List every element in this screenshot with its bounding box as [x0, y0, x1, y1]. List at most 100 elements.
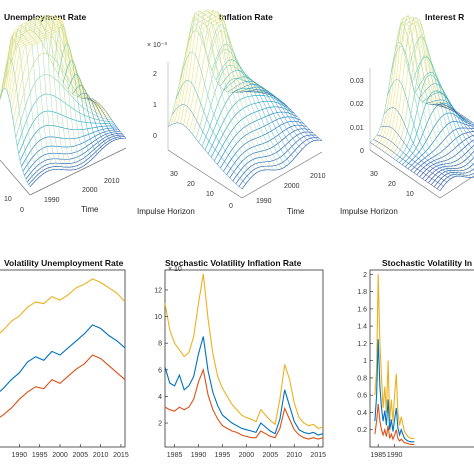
- mesh-line: [390, 45, 462, 177]
- mesh-line: [439, 175, 474, 192]
- y-tick-label: 1.2: [357, 341, 367, 348]
- y-tick-label: 10: [406, 191, 414, 198]
- y-axis-label: Impulse Horizon: [137, 207, 195, 216]
- y-tick-label: 1: [363, 358, 367, 365]
- y-tick-label: 2: [158, 421, 162, 428]
- x-tick-label: 2000: [82, 187, 98, 194]
- mesh-line: [215, 59, 291, 164]
- y-tick-label: 20: [388, 181, 396, 188]
- surface-mesh: [0, 15, 127, 188]
- line-chart-inflation-volatility: Stochastic Volatility Inflation Rate × 1…: [154, 258, 326, 459]
- x-tick-label: 2010: [104, 178, 120, 185]
- mesh-line: [191, 12, 267, 171]
- y-tick-label: 6: [158, 367, 162, 374]
- y-tick-label: 30: [370, 171, 378, 178]
- y-tick-label: 0.2: [357, 427, 367, 434]
- x-tick-label: 1985: [167, 452, 183, 459]
- x-tick-label: 2010: [286, 452, 302, 459]
- mesh-line: [72, 85, 107, 146]
- series-lines: [164, 273, 324, 440]
- mesh-line: [195, 10, 271, 171]
- surface-plot-inflation: Inflation Rate × 10⁻³ 2 1 0 30 20 10 0 1…: [137, 9, 326, 216]
- series-line-2: [164, 367, 324, 440]
- x-tick-label: 2015: [113, 452, 129, 459]
- x-ticks: 1985 1990 1995 2000 2005 2010 2015: [167, 444, 326, 459]
- plot-frame: [369, 269, 474, 448]
- y-tick-label: 1.8: [357, 289, 367, 296]
- y-tick-label: 0: [229, 203, 233, 210]
- y-tick-label: 0.8: [357, 375, 367, 382]
- line-chart-interest-volatility: Stochastic Volatility In 2 1.8 1.6 1.4 1.2 1 0…: [357, 258, 474, 459]
- mesh-line: [199, 10, 275, 171]
- x-ticks: 1990 1995 2000 2005 2010 2015: [12, 444, 129, 459]
- series-line-1: [0, 324, 126, 393]
- y-tick-label: 10: [206, 191, 214, 198]
- series-line-2: [374, 403, 415, 445]
- mesh-line: [171, 104, 247, 184]
- mesh-line: [77, 92, 112, 142]
- mesh-line: [425, 99, 474, 138]
- mesh-line: [404, 17, 474, 177]
- exponent-label: × 10⁻³: [147, 42, 168, 49]
- z-tick-label: 1: [153, 102, 157, 109]
- series-line-2: [0, 354, 126, 418]
- z-tick-label: 2: [153, 71, 157, 78]
- x-tick-label: 1990: [12, 452, 28, 459]
- mesh-line: [411, 56, 474, 166]
- mesh-line: [436, 103, 474, 127]
- series-line-0: [0, 278, 126, 334]
- x-tick-label: 1990: [44, 197, 60, 204]
- mesh-line: [394, 21, 465, 178]
- x-tick-label: 2000: [284, 183, 300, 190]
- z-tick-label: 0: [153, 133, 157, 140]
- z-tick-label: 0.01: [350, 125, 364, 132]
- plot-frame: [164, 269, 324, 448]
- mesh-line: [387, 79, 458, 177]
- mesh-line: [247, 90, 323, 141]
- mesh-line: [383, 107, 455, 178]
- z-tick-label: 0: [360, 148, 364, 155]
- y-tick-label: 0.4: [357, 410, 367, 417]
- surface-plot-interest: Interest R 0.03 0.02 0.01 0 30 20 10 Imp…: [340, 12, 474, 216]
- x-axis-label: Time: [81, 205, 99, 214]
- mesh-line: [183, 23, 259, 173]
- mesh-line: [422, 92, 474, 144]
- line-chart-unemployment-volatility: Volatility Unemployment Rate 1990 1995 200…: [0, 258, 129, 459]
- mesh-line: [429, 103, 474, 133]
- x-axis-label: Time: [287, 207, 305, 216]
- mesh-line: [87, 98, 122, 139]
- chart-title: Volatility Unemployment Rate: [4, 258, 124, 268]
- chart-title: Interest R: [425, 12, 464, 22]
- z-tick-label: 0.02: [350, 101, 364, 108]
- chart-title: Stochastic Volatility In: [382, 258, 472, 268]
- y-tick-label: 10: [154, 314, 162, 321]
- mesh-line: [187, 17, 263, 171]
- mesh-line: [175, 80, 251, 179]
- mesh-line: [376, 134, 448, 183]
- mesh-line: [0, 57, 36, 182]
- y-ticks: 12 10 8 6 4 2: [154, 287, 168, 428]
- mesh-line: [179, 51, 255, 175]
- x-tick-label: 1990: [191, 452, 207, 459]
- mesh-line: [235, 86, 311, 143]
- x-tick-label: 1990: [256, 198, 272, 205]
- mesh-line: [439, 101, 474, 124]
- x-tick-label: 2000: [239, 452, 255, 459]
- series-lines: [374, 274, 415, 445]
- mesh-line: [227, 80, 303, 150]
- y-tick-label: 4: [158, 394, 162, 401]
- chart-title: Inflation Rate: [219, 12, 273, 22]
- y-tick-label: 1.6: [357, 306, 367, 313]
- y-tick-label: 20: [187, 181, 195, 188]
- surface-mesh: [369, 14, 474, 192]
- x-tick-label: 1995: [215, 452, 231, 459]
- y-tick-label: 0.6: [357, 393, 367, 400]
- mesh-line: [380, 125, 451, 180]
- x-tick-label: 1985: [370, 452, 386, 459]
- mesh-line: [243, 91, 319, 141]
- mesh-line: [373, 139, 444, 187]
- mesh-line: [10, 32, 45, 174]
- mesh-line: [48, 15, 84, 167]
- x-tick-label: 1990: [387, 452, 403, 459]
